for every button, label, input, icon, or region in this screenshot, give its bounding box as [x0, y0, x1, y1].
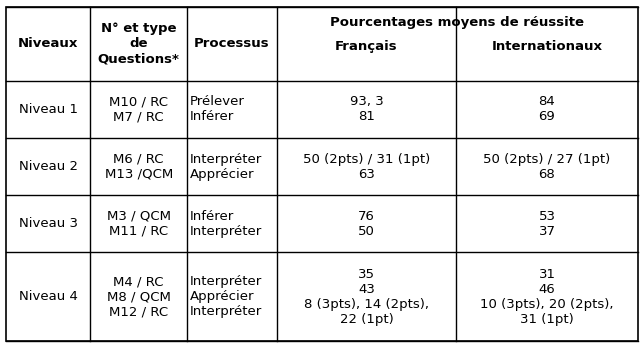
Text: Français: Français	[335, 40, 398, 54]
Text: Prélever
Inférer: Prélever Inférer	[190, 95, 245, 124]
Text: N° et type
de
Questions*: N° et type de Questions*	[98, 22, 180, 65]
Text: Interpréter
Apprécier: Interpréter Apprécier	[190, 153, 262, 181]
Text: 84
69: 84 69	[538, 95, 555, 124]
Text: 76
50: 76 50	[358, 210, 375, 238]
Text: Interpréter
Apprécier
Interpréter: Interpréter Apprécier Interpréter	[190, 275, 262, 318]
Text: 53
37: 53 37	[538, 210, 556, 238]
Text: M3 / QCM
M11 / RC: M3 / QCM M11 / RC	[107, 210, 171, 238]
Text: 50 (2pts) / 27 (1pt)
68: 50 (2pts) / 27 (1pt) 68	[484, 153, 611, 181]
Text: Processus: Processus	[194, 37, 270, 50]
Text: Pourcentages moyens de réussite: Pourcentages moyens de réussite	[330, 16, 584, 29]
Text: Niveau 3: Niveau 3	[19, 218, 78, 230]
Text: M10 / RC
M7 / RC: M10 / RC M7 / RC	[109, 95, 168, 124]
Text: 35
43
8 (3pts), 14 (2pts),
22 (1pt): 35 43 8 (3pts), 14 (2pts), 22 (1pt)	[304, 268, 429, 326]
Text: M4 / RC
M8 / QCM
M12 / RC: M4 / RC M8 / QCM M12 / RC	[107, 275, 171, 318]
Text: Niveaux: Niveaux	[18, 37, 79, 50]
Text: Niveau 1: Niveau 1	[19, 103, 78, 116]
Text: Niveau 2: Niveau 2	[19, 160, 78, 173]
Text: M6 / RC
M13 /QCM: M6 / RC M13 /QCM	[104, 153, 173, 181]
Text: Niveau 4: Niveau 4	[19, 290, 78, 303]
Text: Internationaux: Internationaux	[491, 40, 603, 54]
Text: 93, 3
81: 93, 3 81	[350, 95, 383, 124]
Text: Inférer
Interpréter: Inférer Interpréter	[190, 210, 262, 238]
Text: 31
46
10 (3pts), 20 (2pts),
31 (1pt): 31 46 10 (3pts), 20 (2pts), 31 (1pt)	[480, 268, 614, 326]
Text: 50 (2pts) / 31 (1pt)
63: 50 (2pts) / 31 (1pt) 63	[303, 153, 430, 181]
